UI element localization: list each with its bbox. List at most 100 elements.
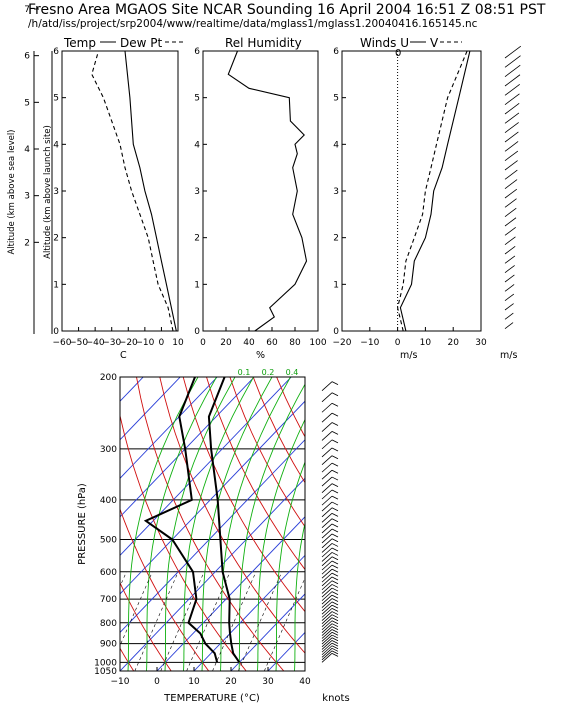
- skewt-wind-barb-flag: [331, 523, 339, 528]
- skewt-wind-barb-flag: [331, 634, 339, 639]
- rh-title: Rel Humidity: [225, 36, 302, 50]
- isotherm-line: [193, 554, 305, 671]
- wind-barb: [504, 150, 519, 161]
- wind-barb: [504, 188, 518, 199]
- rh-unit: %: [256, 350, 265, 361]
- wind-barb: [504, 236, 516, 245]
- wind-barb: [504, 131, 519, 143]
- wind-barb: [504, 55, 521, 68]
- skewt-wind-barb: [321, 653, 333, 663]
- skewt-wind-barb-flag: [331, 431, 339, 435]
- skewt-wind-barb: [321, 564, 333, 575]
- pressure-tick-label: 300: [100, 445, 117, 455]
- pressure-tick-label: 1000: [94, 658, 117, 668]
- dry-adiabat-line: [159, 377, 305, 654]
- temp-panel: −60−50−40−30−20−10 0 10 0 1 2 3 4 5 6: [53, 47, 184, 348]
- wind-barb: [504, 93, 520, 105]
- wind-barb: [504, 179, 518, 189]
- y-tick-label: 2: [194, 234, 200, 244]
- skewt-wind-barb-flag: [331, 640, 339, 644]
- isotherm-line: [120, 400, 305, 595]
- wind-barb: [504, 103, 520, 115]
- skewt-wind-barb-flag: [331, 614, 339, 619]
- skewt-profiles: [143, 377, 241, 663]
- skewt-wind-barb-flag: [331, 601, 339, 606]
- skewt-wind-barb: [321, 483, 333, 493]
- skewt-wind-barb: [321, 648, 333, 658]
- pressure-tick-label: 700: [100, 595, 117, 605]
- skewt-wind-barb: [321, 623, 333, 633]
- isotherm-line: [0, 377, 69, 671]
- skewt-wind-barb-flag: [331, 543, 339, 547]
- x-tick-label: 100: [309, 338, 326, 348]
- temp-title: Temp: [63, 36, 96, 50]
- skewt-wind-barb: [321, 538, 333, 549]
- temperature-tick-label: 0: [154, 677, 160, 687]
- skewt-wind-barb: [321, 422, 333, 432]
- x-tick-label: 0: [200, 338, 206, 348]
- y-tick-label: 1: [53, 280, 59, 290]
- skewt-wind-barb: [321, 533, 333, 544]
- y-tick-label: 6: [333, 47, 339, 57]
- x-tick-label: 60: [266, 338, 278, 348]
- pressure-tick-label: 600: [100, 568, 117, 578]
- dry-adiabat-line: [136, 377, 285, 671]
- y-tick-label: 5: [53, 94, 59, 104]
- x-tick-label: −10: [135, 338, 154, 348]
- skewt-wind-barb-flag: [331, 587, 339, 592]
- y-tick-label: 3: [333, 187, 339, 197]
- skewt-wind-barb: [321, 447, 333, 458]
- mixing-ratio-label: 0.1: [238, 368, 251, 377]
- wind-barb: [504, 284, 515, 292]
- dry-adiabat-line: [276, 377, 305, 438]
- wind-barb: [504, 217, 517, 227]
- skewt-wind-barb-flag: [331, 560, 339, 565]
- skewt-temperature-trace: [207, 377, 241, 663]
- dry-adiabat-line: [182, 377, 305, 613]
- skewt-wind-barb-flag: [331, 402, 339, 407]
- skewt-wind-barb-flag: [331, 598, 339, 602]
- skewt-wind-barb: [321, 594, 333, 605]
- x-tick-label: −60: [53, 338, 72, 348]
- sea-tick-label: 4: [24, 145, 30, 155]
- wind-barb: [504, 312, 514, 320]
- skewt-wind-barb-flag: [331, 512, 339, 517]
- series-line-u: [399, 50, 471, 332]
- skewt-wind-barb-flag: [331, 623, 339, 628]
- skewt-wind-barb: [321, 439, 333, 450]
- skewt-wind-barb-flag: [331, 631, 339, 636]
- pressure-tick-label: 400: [100, 496, 117, 506]
- series-line-dew-pt: [91, 50, 174, 332]
- skewt-wind-barb: [321, 412, 333, 423]
- dry-adiabat-line: [229, 377, 305, 528]
- y-tick-label: 3: [53, 187, 59, 197]
- pressure-axis-label: PRESSURE (hPa): [77, 483, 88, 565]
- skewt-wind-barb-flag: [331, 381, 339, 386]
- moist-adiabat-line: [257, 418, 305, 671]
- skewt-wind-barb-flag: [331, 608, 339, 612]
- skewt-wind-barb-flag: [331, 469, 339, 474]
- skewt-wind-barb: [321, 604, 333, 615]
- skewt-wind-barb-flag: [331, 476, 339, 481]
- skewt-wind-barb: [321, 507, 333, 518]
- sea-tick-label: 3: [24, 192, 30, 202]
- skewt-wind-barb-flag: [331, 564, 339, 569]
- wind-barb: [504, 226, 516, 236]
- isotherm-line: [304, 670, 305, 671]
- knots-label: knots: [322, 693, 349, 704]
- wind-barb: [504, 274, 515, 283]
- skewt-wind-barb: [321, 501, 333, 512]
- skewt-wind-barb-flag: [331, 584, 339, 588]
- wind-barb: [504, 246, 516, 255]
- skewt-wind-barb: [321, 523, 333, 534]
- skewt-wind-barb-flag: [331, 538, 339, 543]
- skewt-wind-barb-flag: [331, 572, 339, 577]
- skewt-wind-barb: [321, 576, 333, 587]
- wind-panel-title: Winds U V: [360, 36, 462, 50]
- moist-adiabat-line: [164, 377, 236, 671]
- moist-adiabat-line: [201, 377, 273, 671]
- sea-level-ticks: 2 3 4 5 6 7: [24, 5, 39, 248]
- y-tick-label: 6: [53, 47, 59, 57]
